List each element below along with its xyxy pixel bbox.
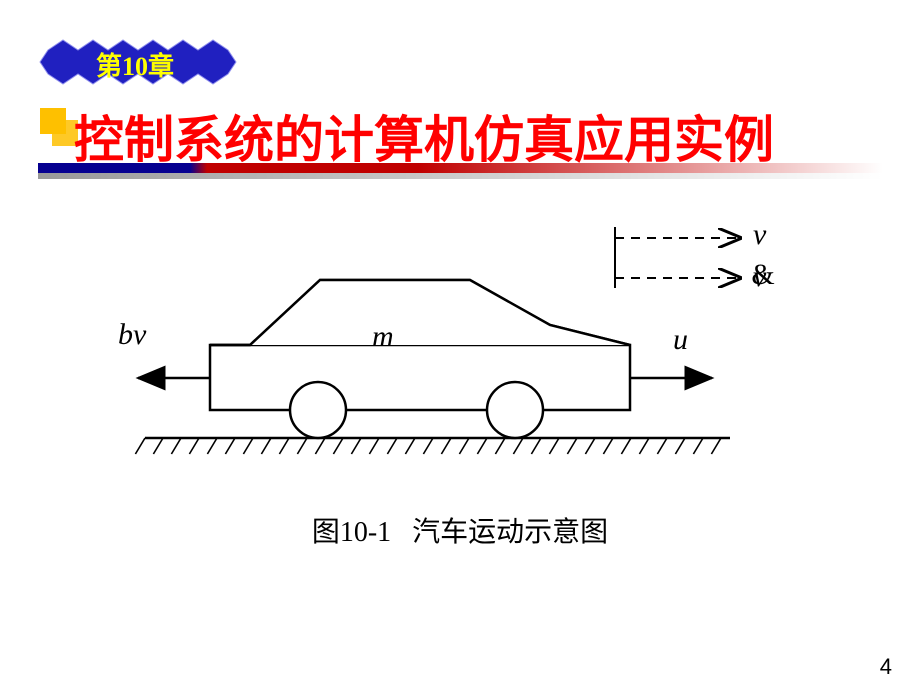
wheel-rear xyxy=(487,382,543,438)
label-vdot: v& xyxy=(753,260,790,294)
title-underline xyxy=(38,163,883,173)
label-bv: bv xyxy=(118,318,146,352)
caption-prefix: 图10-1 xyxy=(312,517,391,548)
label-vdot-mark: & xyxy=(751,258,774,291)
chapter-label: 第10章 xyxy=(96,46,174,83)
label-u: u xyxy=(673,323,688,357)
figure-caption: 图10-1 汽车运动示意图 xyxy=(0,510,920,550)
wheel-front xyxy=(290,382,346,438)
label-v: v xyxy=(753,218,766,252)
ground-hatch xyxy=(135,438,721,454)
diagram-svg xyxy=(60,210,780,470)
page-number: 4 xyxy=(880,654,892,680)
page-title: 控制系统的计算机仿真应用实例 xyxy=(74,100,774,172)
title-underline-shadow xyxy=(38,173,883,179)
car-body xyxy=(210,345,630,410)
title-bullet-icon xyxy=(40,108,78,146)
label-m: m xyxy=(372,320,394,354)
caption-text: 汽车运动示意图 xyxy=(412,517,608,548)
car-diagram: bv m u v v& xyxy=(60,210,780,470)
